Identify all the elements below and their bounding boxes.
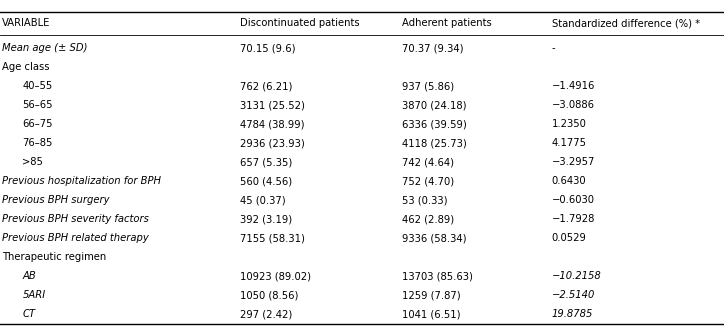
Text: 53 (0.33): 53 (0.33) [402, 195, 447, 205]
Text: CT: CT [22, 309, 35, 319]
Text: Therapeutic regimen: Therapeutic regimen [2, 252, 106, 262]
Text: 13703 (85.63): 13703 (85.63) [402, 271, 473, 281]
Text: 1.2350: 1.2350 [552, 119, 586, 129]
Text: 3870 (24.18): 3870 (24.18) [402, 100, 466, 110]
Text: 4118 (25.73): 4118 (25.73) [402, 138, 466, 148]
Text: 76–85: 76–85 [22, 138, 53, 148]
Text: Mean age (± SD): Mean age (± SD) [2, 43, 88, 53]
Text: Adherent patients: Adherent patients [402, 18, 492, 28]
Text: 3131 (25.52): 3131 (25.52) [240, 100, 306, 110]
Text: −2.5140: −2.5140 [552, 290, 595, 300]
Text: 762 (6.21): 762 (6.21) [240, 81, 292, 91]
Text: 66–75: 66–75 [22, 119, 53, 129]
Text: 70.15 (9.6): 70.15 (9.6) [240, 43, 296, 53]
Text: Previous BPH related therapy: Previous BPH related therapy [2, 233, 149, 243]
Text: 4.1775: 4.1775 [552, 138, 586, 148]
Text: VARIABLE: VARIABLE [2, 18, 51, 28]
Text: 70.37 (9.34): 70.37 (9.34) [402, 43, 463, 53]
Text: Previous hospitalization for BPH: Previous hospitalization for BPH [2, 176, 161, 186]
Text: −3.0886: −3.0886 [552, 100, 594, 110]
Text: 10923 (89.02): 10923 (89.02) [240, 271, 311, 281]
Text: 19.8785: 19.8785 [552, 309, 593, 319]
Text: −1.7928: −1.7928 [552, 214, 595, 224]
Text: Discontinuated patients: Discontinuated patients [240, 18, 360, 28]
Text: 392 (3.19): 392 (3.19) [240, 214, 292, 224]
Text: 2936 (23.93): 2936 (23.93) [240, 138, 305, 148]
Text: 462 (2.89): 462 (2.89) [402, 214, 454, 224]
Text: Previous BPH severity factors: Previous BPH severity factors [2, 214, 149, 224]
Text: 4784 (38.99): 4784 (38.99) [240, 119, 305, 129]
Text: 560 (4.56): 560 (4.56) [240, 176, 292, 186]
Text: 5ARI: 5ARI [22, 290, 46, 300]
Text: −1.4916: −1.4916 [552, 81, 595, 91]
Text: Previous BPH surgery: Previous BPH surgery [2, 195, 109, 205]
Text: 1041 (6.51): 1041 (6.51) [402, 309, 460, 319]
Text: 1259 (7.87): 1259 (7.87) [402, 290, 460, 300]
Text: −3.2957: −3.2957 [552, 157, 595, 167]
Text: 937 (5.86): 937 (5.86) [402, 81, 454, 91]
Text: 56–65: 56–65 [22, 100, 53, 110]
Text: 0.6430: 0.6430 [552, 176, 586, 186]
Text: −0.6030: −0.6030 [552, 195, 594, 205]
Text: 6336 (39.59): 6336 (39.59) [402, 119, 466, 129]
Text: >85: >85 [22, 157, 43, 167]
Text: Age class: Age class [2, 62, 50, 72]
Text: −10.2158: −10.2158 [552, 271, 602, 281]
Text: 40–55: 40–55 [22, 81, 53, 91]
Text: 752 (4.70): 752 (4.70) [402, 176, 454, 186]
Text: -: - [552, 43, 555, 53]
Text: 657 (5.35): 657 (5.35) [240, 157, 292, 167]
Text: 1050 (8.56): 1050 (8.56) [240, 290, 299, 300]
Text: 7155 (58.31): 7155 (58.31) [240, 233, 306, 243]
Text: 742 (4.64): 742 (4.64) [402, 157, 454, 167]
Text: AB: AB [22, 271, 36, 281]
Text: 9336 (58.34): 9336 (58.34) [402, 233, 466, 243]
Text: 45 (0.37): 45 (0.37) [240, 195, 286, 205]
Text: Standardized difference (%) *: Standardized difference (%) * [552, 18, 700, 28]
Text: 0.0529: 0.0529 [552, 233, 586, 243]
Text: 297 (2.42): 297 (2.42) [240, 309, 292, 319]
